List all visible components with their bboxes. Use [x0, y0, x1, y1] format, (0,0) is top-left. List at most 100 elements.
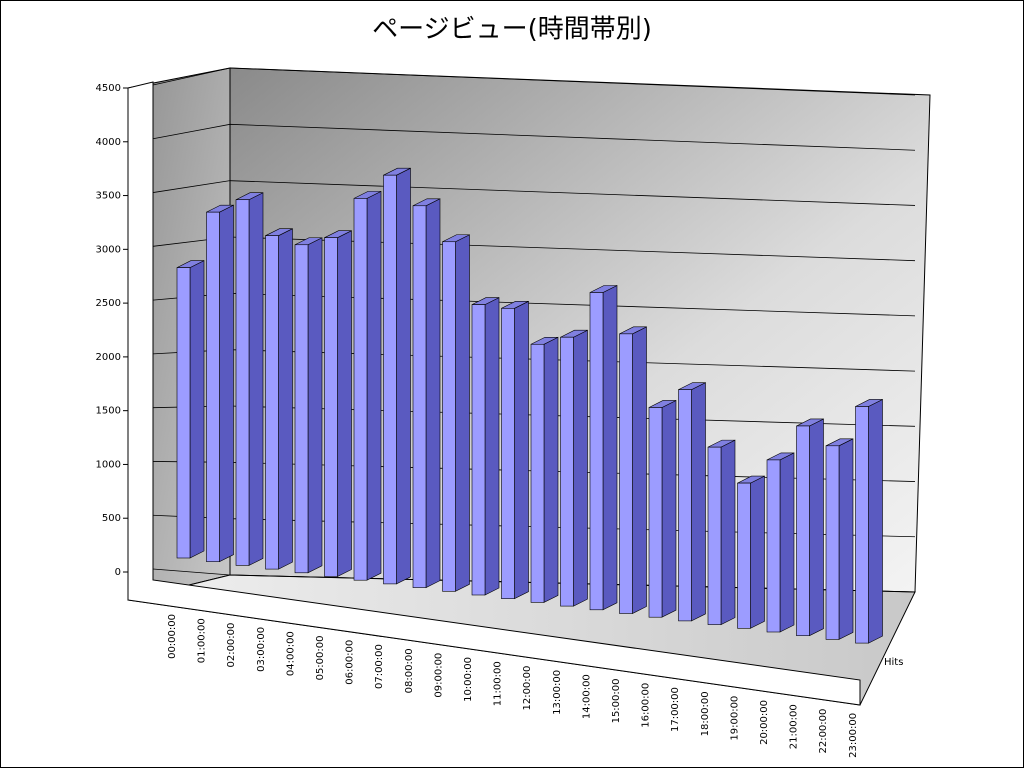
bar: [648, 399, 677, 618]
x-tick-label: 17:00:00: [670, 687, 681, 732]
bar-front: [412, 205, 427, 588]
bar: [412, 198, 441, 589]
bar-side: [602, 285, 618, 611]
bar-front: [560, 336, 574, 607]
bar: [619, 326, 647, 614]
x-tick-label: 05:00:00: [315, 636, 326, 681]
bar-front: [265, 235, 279, 570]
x-tick-label: 10:00:00: [463, 657, 474, 702]
bar-side: [189, 260, 205, 559]
x-tick-label: 07:00:00: [374, 644, 385, 689]
x-tick-label: 01:00:00: [197, 618, 208, 663]
bar-front: [855, 406, 869, 644]
grid-line: [152, 67, 916, 96]
bar: [796, 418, 824, 637]
bar-side: [573, 329, 588, 607]
bar-front: [825, 445, 840, 640]
x-tick-label: 12:00:00: [522, 666, 533, 711]
x-tick-label: 04:00:00: [285, 631, 296, 676]
bar-front: [678, 389, 692, 622]
bar-front: [501, 307, 515, 599]
bar-side: [691, 382, 706, 622]
y-tick-label: 3500: [96, 191, 121, 202]
chart-title: ページビュー(時間帯別): [372, 15, 652, 45]
x-tick-label: 11:00:00: [493, 661, 504, 706]
x-tick-label: 23:00:00: [848, 713, 859, 758]
bar-front: [324, 237, 338, 577]
bar-front: [619, 333, 633, 614]
y-tick-label: 0: [115, 567, 121, 578]
y-tick-label: 500: [102, 513, 121, 524]
bar-front: [766, 459, 781, 633]
bar: [206, 204, 234, 563]
bar: [265, 228, 293, 570]
bar-side: [543, 336, 559, 603]
series-label: Hits: [884, 657, 903, 668]
bar-front: [235, 199, 250, 566]
bar: [324, 230, 352, 577]
bar: [707, 439, 736, 626]
bar-side: [248, 192, 264, 566]
x-tick-label: 19:00:00: [729, 696, 740, 741]
y-tick-label: 2500: [96, 298, 121, 309]
x-tick-label: 20:00:00: [759, 700, 770, 745]
bar-side: [750, 475, 765, 629]
bar: [176, 260, 205, 559]
x-tick-label: 14:00:00: [581, 674, 592, 719]
bar-front: [353, 198, 368, 581]
bar-side: [425, 198, 441, 589]
bar-side: [278, 228, 293, 570]
bar-front: [383, 174, 397, 585]
bar-front: [737, 482, 751, 629]
bar-front: [176, 267, 191, 559]
bar: [678, 382, 706, 622]
bar-side: [396, 167, 411, 585]
bar-front: [648, 407, 663, 618]
x-tick-label: 18:00:00: [700, 691, 711, 736]
y-tick-label: 1000: [96, 459, 121, 470]
x-tick-label: 13:00:00: [552, 670, 563, 715]
y-tick-label: 4500: [96, 83, 121, 94]
bar-front: [589, 292, 604, 611]
grid-line: [152, 180, 916, 206]
bar-side: [720, 439, 736, 626]
bar-front: [707, 446, 722, 625]
bar-side: [455, 234, 470, 592]
bar: [294, 237, 323, 574]
bar-side: [514, 300, 529, 600]
bar-side: [661, 399, 677, 618]
bar: [383, 167, 411, 585]
x-tick-label: 21:00:00: [789, 704, 800, 749]
bar: [530, 336, 559, 603]
grid-line: [152, 123, 916, 151]
x-tick-label: 08:00:00: [404, 648, 415, 693]
x-tick-label: 15:00:00: [611, 679, 622, 724]
bar-side: [337, 230, 352, 577]
bar-front: [530, 343, 545, 603]
x-tick-label: 09:00:00: [433, 653, 444, 698]
bar: [442, 234, 470, 592]
x-tick-label: 22:00:00: [818, 709, 829, 754]
x-tick-label: 16:00:00: [641, 683, 652, 728]
bar-side: [838, 438, 854, 640]
bar-front: [206, 211, 220, 562]
bar: [501, 300, 529, 600]
front-edge: [127, 81, 861, 706]
bar: [353, 190, 382, 581]
bar-side: [219, 204, 234, 563]
bar: [471, 297, 500, 596]
y-tick-label: 2000: [96, 352, 121, 363]
x-tick-label: 06:00:00: [345, 640, 356, 685]
y-tick-label: 3000: [96, 244, 121, 255]
bar-side: [809, 418, 824, 637]
bar-front: [796, 425, 810, 637]
bar: [737, 475, 765, 629]
bar: [235, 192, 264, 566]
x-tick-label: 02:00:00: [226, 623, 237, 668]
bar-front: [294, 244, 309, 574]
y-tick-label: 4000: [96, 137, 121, 148]
bar-side: [779, 452, 795, 633]
bar: [855, 398, 883, 644]
bar: [825, 438, 854, 640]
x-tick-label: 00:00:00: [167, 614, 178, 659]
